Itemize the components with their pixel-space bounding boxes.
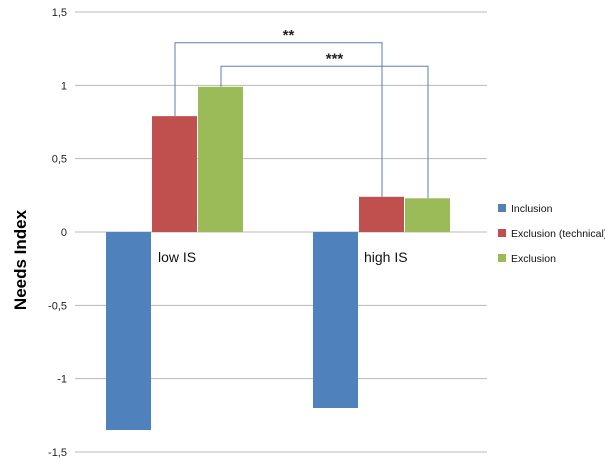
category-label-1: high IS: [364, 249, 408, 265]
significance-label-0: **: [283, 27, 295, 44]
significance-bracket-0: [174, 42, 383, 197]
y-tick-label: 1,5: [52, 7, 67, 19]
bar-inclusion-1: [313, 232, 358, 408]
legend: Inclusion Exclusion (technical) Exclusion: [498, 203, 605, 265]
bar-inclusion-0: [106, 232, 151, 430]
legend-swatch-1: [498, 229, 506, 237]
bar-exclusion-technical--0: [152, 116, 197, 232]
y-tick-label: 0: [61, 227, 67, 239]
bar-exclusion-technical--1: [359, 196, 404, 232]
legend-swatch-0: [498, 204, 506, 212]
bar-exclusion-1: [405, 198, 450, 232]
legend-entry-0: Inclusion: [511, 203, 553, 215]
y-axis-tick-labels: -1,5 -1 -0,5 0 0,5 1 1,5: [48, 7, 67, 459]
legend-entry-1: Exclusion (technical): [511, 228, 605, 240]
significance-brackets: *****: [174, 27, 429, 199]
significance-label-1: ***: [326, 50, 344, 67]
y-tick-label: 0,5: [52, 154, 67, 166]
category-labels: low IS high IS: [158, 249, 408, 265]
bars: [106, 86, 450, 430]
y-tick-label: -1,5: [48, 447, 67, 459]
y-tick-label: 1: [61, 80, 67, 92]
legend-swatch-2: [498, 254, 506, 262]
bar-exclusion-0: [198, 86, 243, 232]
significance-bracket-1: [220, 65, 429, 199]
y-tick-label: -0,5: [48, 300, 67, 312]
category-label-0: low IS: [158, 249, 196, 265]
y-tick-label: -1: [57, 374, 67, 386]
legend-entry-2: Exclusion: [511, 253, 556, 265]
y-axis-label: Needs Index: [11, 209, 30, 310]
